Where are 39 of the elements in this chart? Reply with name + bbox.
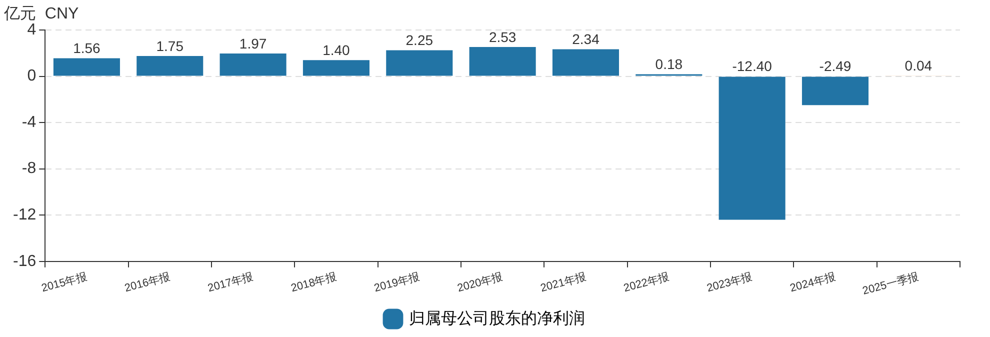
data-label: -2.49 [819, 58, 852, 74]
y-tick-label: -12 [13, 206, 36, 224]
bar [469, 47, 536, 76]
x-tick-label: 2018年报 [290, 270, 338, 295]
bar [136, 56, 204, 76]
x-tick-label: 2025一季报 [861, 270, 920, 298]
x-tick-label: 2019年报 [372, 270, 421, 295]
y-tick-label: -8 [22, 160, 36, 178]
bar [53, 58, 120, 76]
legend-label: 归属母公司股东的净利润 [409, 309, 585, 328]
bar [386, 50, 453, 76]
data-label: 2.25 [406, 32, 434, 48]
x-tick-label: 2022年报 [622, 270, 670, 295]
bar [220, 53, 286, 76]
x-tick-label: 2016年报 [123, 270, 172, 295]
data-label: -12.40 [732, 58, 772, 74]
x-tick-label: 2024年报 [788, 270, 837, 295]
x-tick-label: 2015年报 [40, 270, 88, 295]
data-label: 1.97 [239, 35, 267, 52]
y-tick-label: 0 [27, 68, 36, 85]
y-tick-label: 4 [27, 21, 36, 38]
x-tick-label: 2020年报 [456, 270, 504, 295]
data-label: 1.40 [322, 42, 350, 58]
x-tick-label: 2021年报 [539, 270, 588, 295]
y-axis-title: 亿元 CNY [3, 5, 79, 22]
data-label: 0.18 [655, 56, 683, 72]
bar [802, 76, 869, 106]
x-tick-label: 2023年报 [706, 270, 754, 295]
data-label: 0.04 [904, 58, 932, 74]
bar [302, 60, 370, 76]
data-label: 1.75 [156, 38, 184, 54]
y-tick-label: -16 [13, 252, 36, 270]
x-tick-label: 2017年报 [206, 270, 255, 295]
bar [718, 76, 786, 220]
data-label: 1.56 [73, 40, 101, 56]
bar [552, 49, 619, 76]
data-label: 2.53 [488, 28, 516, 45]
y-tick-label: -4 [22, 114, 36, 131]
data-label: 2.34 [572, 31, 600, 48]
